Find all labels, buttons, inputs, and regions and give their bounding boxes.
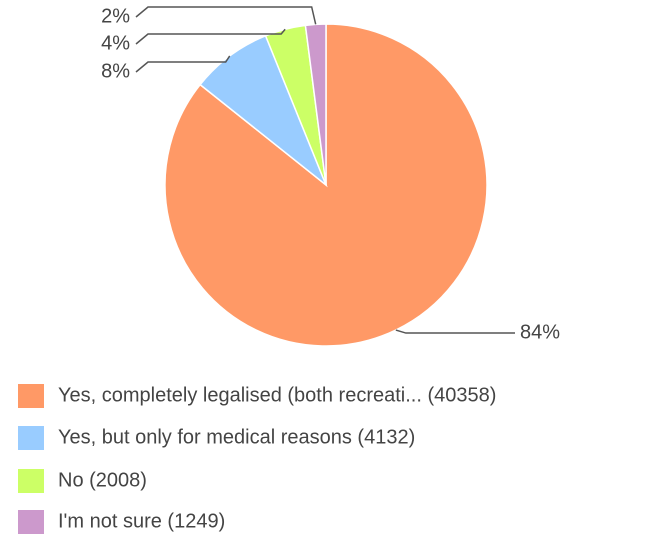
leader-line	[135, 6, 317, 25]
value-label: 8%	[101, 60, 130, 82]
legend-swatch	[18, 384, 44, 408]
legend-label: No (2008)	[58, 469, 147, 491]
value-label: 2%	[101, 5, 130, 27]
legend-swatch	[18, 426, 44, 450]
legend-label: Yes, completely legalised (both recreati…	[58, 384, 496, 406]
legend-label: I'm not sure (1249)	[58, 510, 225, 532]
leader-line	[135, 28, 286, 45]
value-label: 84%	[520, 321, 560, 343]
pie-slice	[304, 23, 327, 186]
leader-line	[135, 55, 231, 73]
legend-swatch	[18, 469, 44, 493]
value-label: 4%	[101, 32, 130, 54]
legend-swatch	[18, 510, 44, 534]
legend-label: Yes, but only for medical reasons (4132)	[58, 426, 415, 448]
leader-line	[395, 329, 515, 334]
